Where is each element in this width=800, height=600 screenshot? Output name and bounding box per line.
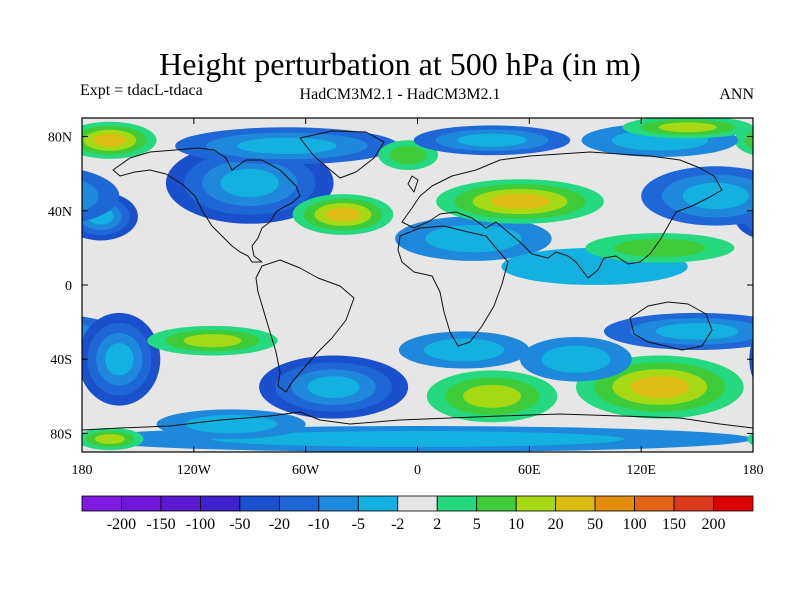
- colorbar-label: -200: [107, 516, 136, 533]
- colorbar-labels: -200 -150 -100 -50 -20 -10 -5 -2 2 5 10 20 50 100 150 2…: [107, 516, 726, 533]
- contour-band: [220, 168, 279, 198]
- y-tick-label: 80N: [48, 131, 72, 146]
- x-tick-label: 180: [72, 463, 93, 478]
- coast-africa: [397, 225, 509, 347]
- colorbar-box: [160, 495, 201, 512]
- colorbar-box: [673, 495, 714, 512]
- model-label: HadCM3M2.1 - HadCM3M2.1: [299, 86, 501, 103]
- y-tick-label: 40N: [48, 205, 72, 220]
- contour-band: [744, 130, 753, 150]
- colorbar-label: 20: [548, 516, 564, 533]
- colorbar-box: [121, 495, 162, 512]
- y-tick-label: 0: [65, 279, 72, 294]
- coast-antarctica: [82, 411, 753, 431]
- contour-band: [613, 238, 706, 258]
- colorbar-label: 10: [508, 516, 524, 533]
- contour-band: [747, 432, 753, 446]
- contour-band: [490, 193, 550, 210]
- x-tick-label: 0: [414, 463, 421, 478]
- contour-band: [457, 133, 527, 147]
- contour-band: [425, 224, 522, 253]
- colorbar-box: [476, 495, 517, 512]
- contour-band: [95, 434, 125, 444]
- contour-band: [211, 431, 624, 448]
- colorbar-box: [357, 495, 399, 512]
- colorbar-box: [634, 495, 675, 512]
- colorbar-label: -2: [391, 516, 404, 533]
- colorbar-box: [515, 495, 557, 512]
- contour-band: [389, 145, 427, 165]
- x-tick-label: 60E: [518, 463, 541, 478]
- contour-band: [325, 207, 361, 222]
- colorbar-box: [436, 495, 478, 512]
- coast-australia: [629, 301, 713, 351]
- contour-band: [630, 376, 689, 399]
- colorbar-label: 200: [702, 516, 726, 533]
- y-axis: 80N 40N 0 40S 80S: [48, 131, 753, 442]
- experiment-label: Expt = tdacL-tdaca: [80, 82, 203, 99]
- x-axis: 180 120W 60W 0 60E 120E 180: [72, 118, 764, 478]
- coast-south-america: [255, 259, 355, 393]
- contour-band: [82, 170, 120, 222]
- colorbar-boxes: [81, 495, 754, 512]
- colorbar-label: -100: [186, 516, 215, 533]
- colorbar-box: [278, 495, 320, 512]
- coast-eurasia: [401, 151, 723, 279]
- colorbar-label: -150: [146, 516, 175, 533]
- contour-band: [93, 133, 127, 147]
- coast-greenland: [299, 130, 385, 179]
- chart-title: Height perturbation at 500 hPa (in m): [159, 46, 641, 82]
- colorbar-box: [200, 495, 241, 512]
- contour-band: [105, 343, 134, 376]
- contour-band: [185, 415, 277, 434]
- season-label: ANN: [719, 86, 754, 103]
- colorbar-label: 2: [433, 516, 441, 533]
- x-tick-label: 60W: [292, 463, 320, 478]
- contour-band: [541, 345, 611, 373]
- contour-band: [655, 323, 739, 340]
- colorbar-label: -5: [352, 516, 365, 533]
- y-tick-label: 40S: [50, 353, 72, 368]
- x-tick-label: 120E: [626, 463, 656, 478]
- contour-band: [463, 384, 522, 408]
- colorbar-label: 100: [623, 516, 647, 533]
- colorbar-label: 5: [473, 516, 481, 533]
- x-tick-label: 120W: [177, 463, 212, 478]
- contour-band: [423, 338, 505, 362]
- x-tick-label: 180: [743, 463, 764, 478]
- contour-band: [82, 180, 99, 212]
- colorbar-box: [555, 495, 596, 512]
- colorbar-box: [713, 495, 754, 512]
- y-tick-label: 80S: [50, 427, 72, 442]
- colorbar-box: [239, 495, 280, 512]
- coastlines: [82, 130, 753, 431]
- colorbar-box: [318, 495, 359, 512]
- coast-north-america: [112, 147, 301, 263]
- contour-band: [307, 376, 360, 399]
- colorbar-label: -50: [229, 516, 250, 533]
- colorbar-label: -20: [269, 516, 290, 533]
- contour-band: [183, 334, 242, 348]
- colorbar-box: [594, 495, 635, 512]
- contour-band: [658, 122, 717, 133]
- coast-uk: [407, 175, 419, 193]
- contour-band: [237, 137, 337, 155]
- colorbar-label: 150: [662, 516, 686, 533]
- colorbar-box: [81, 495, 122, 512]
- colorbar-label: 50: [587, 516, 603, 533]
- colorbar-label: -10: [308, 516, 329, 533]
- colorbar-box: [397, 495, 438, 512]
